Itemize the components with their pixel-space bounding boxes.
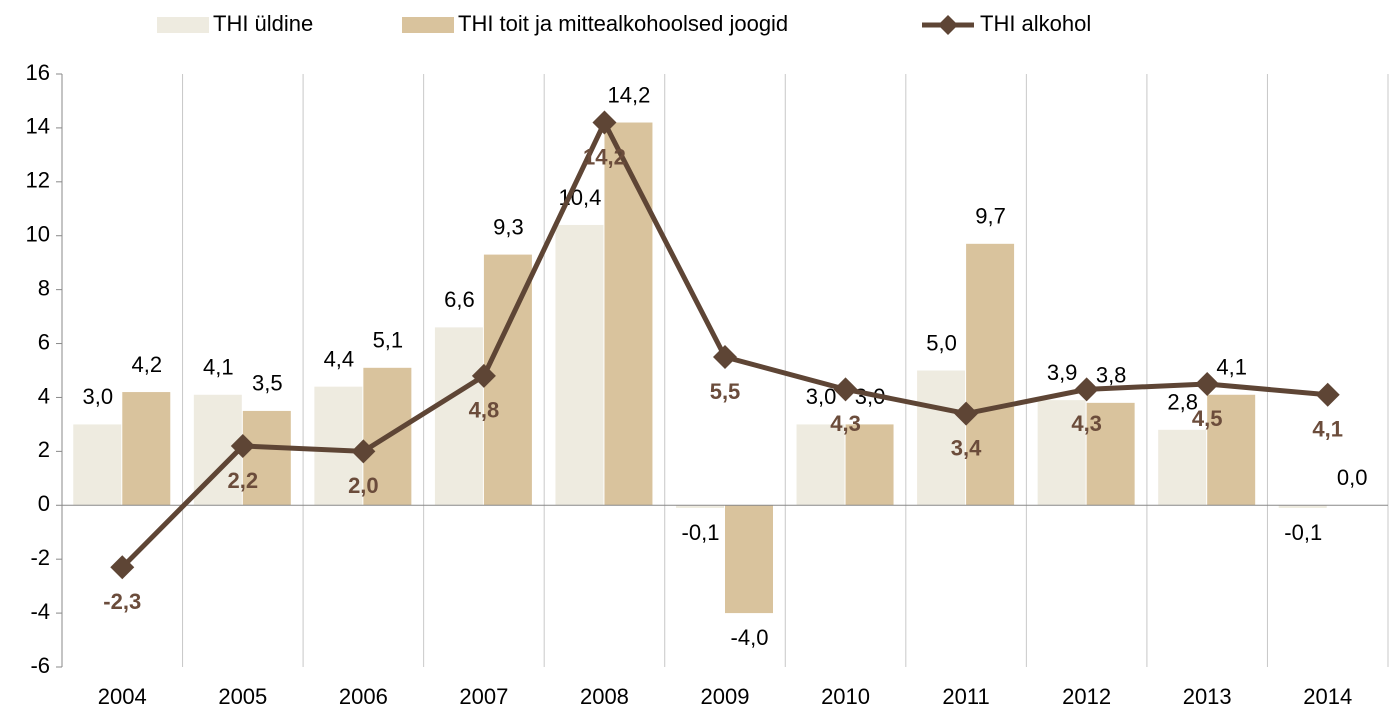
y-tick-label: 2	[38, 437, 50, 462]
bar-value-label: 3,5	[252, 371, 283, 396]
bar	[604, 122, 653, 506]
line-value-label: 3,4	[951, 435, 982, 460]
legend-label: THI toit ja mittealkohoolsed joogid	[458, 11, 788, 36]
x-tick-label: 2011	[942, 684, 989, 709]
y-tick-label: 14	[26, 114, 50, 139]
x-tick-label: 2005	[218, 684, 267, 709]
line-marker	[110, 555, 135, 580]
y-tick-label: 10	[26, 222, 50, 247]
bar-value-label: 3,9	[1047, 360, 1078, 385]
y-tick-label: 12	[26, 168, 50, 193]
bar	[314, 386, 363, 506]
y-tick-label: 4	[38, 383, 50, 408]
x-tick-label: 2004	[98, 684, 147, 709]
legend-marker	[938, 15, 958, 35]
bar-value-label: 4,2	[131, 352, 162, 377]
bar-value-label: 14,2	[608, 82, 651, 107]
y-tick-label: -4	[30, 599, 50, 624]
bar-value-label: -0,1	[1284, 520, 1322, 545]
bar	[917, 370, 966, 506]
line-value-label: 4,3	[830, 411, 861, 436]
x-tick-label: 2014	[1303, 684, 1352, 709]
line-value-label: 4,8	[469, 398, 500, 423]
bar	[73, 424, 122, 506]
bar-value-label: 4,1	[203, 355, 234, 380]
line-marker	[1315, 382, 1340, 407]
bar-value-label: 3,0	[82, 384, 113, 409]
bar-value-label: 5,0	[926, 330, 957, 355]
line-marker	[833, 377, 858, 402]
line-marker	[1074, 377, 1099, 402]
bar-value-label: -0,1	[682, 520, 720, 545]
bar-value-label: 6,6	[444, 287, 475, 312]
line-value-label: 4,5	[1192, 406, 1223, 431]
bar-value-label: 5,1	[373, 328, 404, 353]
legend-label: THI üldine	[213, 11, 313, 36]
legend-swatch	[157, 17, 209, 33]
line-marker	[954, 401, 979, 426]
bar-value-label: -4,0	[731, 625, 769, 650]
x-tick-label: 2009	[701, 684, 750, 709]
bar	[796, 424, 845, 506]
line-marker	[471, 363, 496, 388]
bar-value-label: 4,1	[1216, 355, 1247, 380]
line-value-label: 4,3	[1071, 411, 1102, 436]
line-value-label: 2,0	[348, 473, 379, 498]
bar	[122, 392, 171, 506]
bar-value-label: 3,8	[1096, 363, 1127, 388]
bar-value-label: 3,0	[806, 384, 837, 409]
line-marker	[1195, 371, 1220, 396]
bar	[555, 224, 604, 506]
bar	[1207, 394, 1256, 506]
bar-value-label: 2,8	[1167, 390, 1198, 415]
bar	[1037, 400, 1086, 506]
x-tick-label: 2006	[339, 684, 388, 709]
line-marker	[713, 345, 737, 370]
x-tick-label: 2012	[1062, 684, 1111, 709]
legend-label: THI alkohol	[980, 11, 1091, 36]
y-tick-label: 0	[38, 491, 50, 516]
bar-value-label: 9,7	[975, 204, 1006, 229]
legend-swatch	[402, 17, 454, 33]
line-marker	[230, 433, 255, 458]
line-value-label: 5,5	[710, 379, 741, 404]
line-value-label: -2,3	[103, 589, 141, 614]
line-value-label: 2,2	[228, 468, 259, 493]
y-tick-label: -2	[30, 545, 50, 570]
y-tick-label: 16	[26, 60, 50, 85]
x-tick-label: 2013	[1183, 684, 1232, 709]
bar	[725, 505, 773, 614]
bar-value-label: 4,4	[324, 346, 355, 371]
bar	[1158, 429, 1207, 506]
y-tick-label: 8	[38, 275, 50, 300]
bar	[845, 424, 894, 506]
x-tick-label: 2007	[459, 684, 508, 709]
bar-value-label: 0,0	[1337, 465, 1368, 490]
bar	[676, 505, 724, 508]
line-marker	[351, 439, 376, 464]
bar	[242, 410, 291, 506]
bar-value-label: 9,3	[493, 214, 524, 239]
bar	[1086, 402, 1135, 506]
x-tick-label: 2010	[821, 684, 870, 709]
line-marker	[592, 110, 617, 135]
line-value-label: 14,2	[583, 144, 626, 169]
x-tick-label: 2008	[580, 684, 629, 709]
bar	[966, 243, 1015, 506]
bar	[434, 327, 483, 506]
y-tick-label: 6	[38, 329, 50, 354]
bar	[1278, 505, 1327, 508]
y-tick-label: -6	[30, 653, 50, 678]
line-value-label: 4,1	[1312, 417, 1343, 442]
